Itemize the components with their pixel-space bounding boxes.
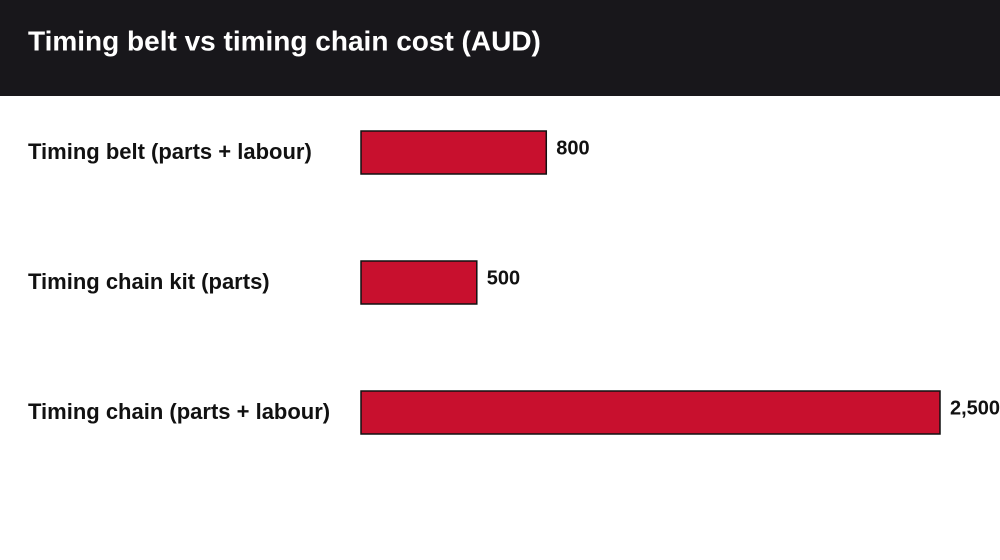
value-label: 500 [487, 267, 520, 289]
bar [360, 390, 941, 435]
chart-title: Timing belt vs timing chain cost (AUD) [28, 25, 541, 56]
header-band [0, 0, 1000, 96]
value-label: 800 [556, 137, 589, 159]
category-label: Timing chain kit (parts) [28, 269, 270, 294]
value-label: 2,500 [950, 397, 1000, 419]
bar [360, 260, 478, 305]
bar [360, 130, 548, 175]
category-label: Timing chain (parts + labour) [28, 399, 330, 424]
category-label: Timing belt (parts + labour) [28, 139, 312, 164]
